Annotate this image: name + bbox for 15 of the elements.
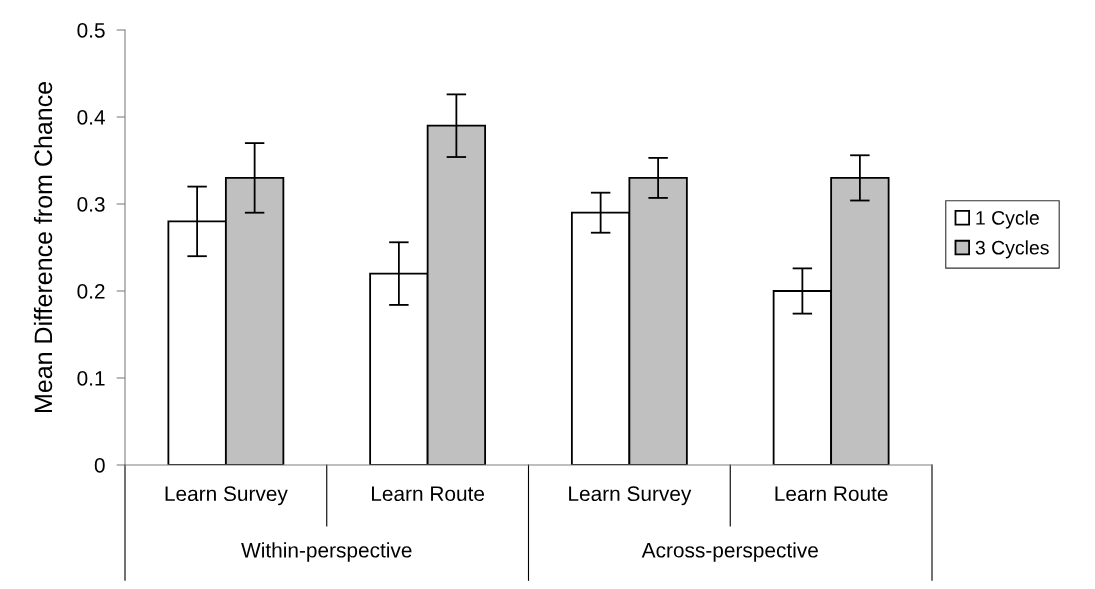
x-tick-label: Learn Survey xyxy=(569,486,692,506)
x-tick-label: Learn Survey xyxy=(165,486,288,506)
text: Across-perspective xyxy=(641,542,818,562)
y-tick-label: 0.3 xyxy=(77,197,105,212)
y-tick-label: 0.2 xyxy=(77,284,105,299)
legend-label: 1 Cycle xyxy=(976,210,1039,229)
x-tick-label: Learn Route xyxy=(372,486,485,502)
legend-label: 3 Cycles xyxy=(975,240,1049,259)
y-tick-label: 0.4 xyxy=(77,110,105,125)
y-tick-label: 0 xyxy=(94,458,105,473)
y-tick-label: 0.5 xyxy=(77,23,105,38)
x-tick-label: Learn Route xyxy=(775,486,888,502)
y-axis-title: Mean Difference from Chance xyxy=(33,82,53,412)
y-tick-label: 0.1 xyxy=(77,371,105,386)
text: Within-perspective xyxy=(241,542,412,562)
